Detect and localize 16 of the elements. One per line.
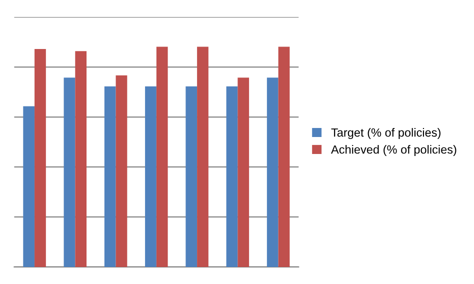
- bar: [238, 78, 250, 267]
- legend-label: Achieved (% of policies): [331, 145, 456, 156]
- bar: [104, 86, 116, 267]
- bar: [186, 86, 198, 267]
- bar: [145, 86, 156, 267]
- bar: [197, 46, 208, 267]
- bar: [75, 51, 87, 267]
- bar: [64, 78, 76, 267]
- bar: [23, 106, 35, 267]
- bar: [156, 46, 168, 267]
- bar: [226, 86, 238, 267]
- bar: [116, 75, 128, 267]
- bar: [278, 46, 290, 267]
- bar: [266, 78, 278, 267]
- legend-label: Target (% of policies): [331, 128, 440, 140]
- bar: [34, 48, 46, 267]
